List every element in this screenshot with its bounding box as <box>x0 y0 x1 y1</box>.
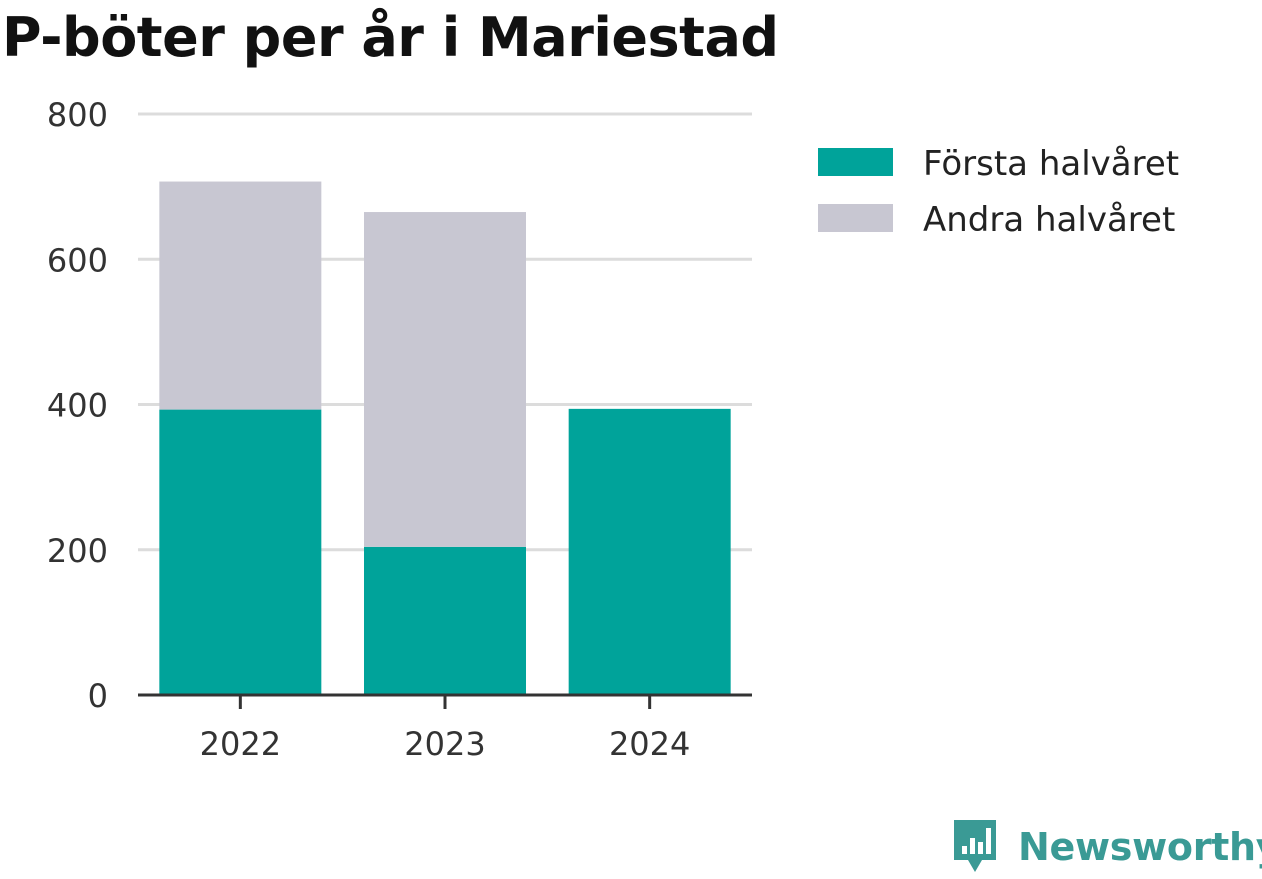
bar-segment-2022-forsta <box>159 409 322 695</box>
legend-label: Andra halvåret <box>923 200 1175 240</box>
y-tick-label: 600 <box>47 241 108 279</box>
y-tick-label: 400 <box>47 387 108 425</box>
y-tick-label: 200 <box>47 532 108 570</box>
legend-swatch <box>818 148 893 176</box>
bar-segment-2024-forsta <box>568 408 731 695</box>
y-tick-label: 800 <box>47 96 108 134</box>
axes: 0 200 400 600 800 2022 2023 2024 <box>47 96 752 763</box>
x-tick-label: 2023 <box>404 725 485 763</box>
legend: Första halvåret Andra halvåret <box>818 144 1179 240</box>
x-tick-label: 2024 <box>609 725 690 763</box>
x-tick-label: 2022 <box>200 725 281 763</box>
legend-swatch <box>818 204 893 232</box>
bar-segment-2023-forsta <box>364 546 526 695</box>
bars <box>159 181 731 695</box>
y-tick-label: 0 <box>88 677 108 715</box>
legend-label: Första halvåret <box>923 144 1179 184</box>
newsworthy-bubble-icon <box>954 820 996 872</box>
newsworthy-logo: Newsworthy <box>950 816 1262 878</box>
bar-segment-2022-andra <box>159 181 322 410</box>
bar-segment-2023-andra <box>364 212 526 547</box>
brand-name: Newsworthy <box>1018 825 1262 869</box>
chart-title: P-böter per år i Mariestad <box>2 6 779 69</box>
